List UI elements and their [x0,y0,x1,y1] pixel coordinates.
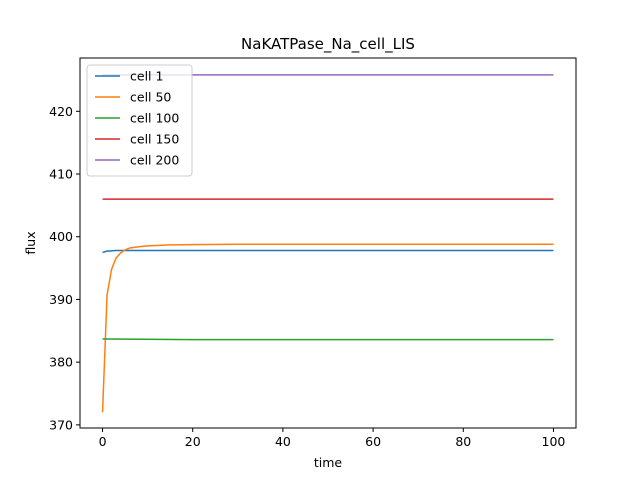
y-tick-label: 380 [49,355,73,370]
y-tick-label: 370 [49,417,73,432]
series-line-2 [101,243,554,413]
series-line-1 [102,249,554,254]
legend-label: cell 100 [130,111,179,126]
x-tick-label: 60 [365,434,381,449]
chart-title: NaKATPase_Na_cell_LIS [241,35,415,54]
legend-label: cell 200 [130,153,179,168]
x-tick-label: 100 [542,434,566,449]
x-tick-label: 80 [455,434,471,449]
x-tick-label: 40 [275,434,291,449]
x-axis-label: time [314,455,343,470]
y-axis-ticks: 370 380 390 400 410 420 [49,104,80,432]
legend-box [86,64,193,177]
x-axis-ticks: 0 20 40 60 80 100 [99,428,566,449]
legend-label: cell 1 [130,69,163,84]
legend-label: cell 150 [130,132,179,147]
x-tick-label: 0 [99,434,107,449]
y-tick-label: 410 [49,167,73,182]
y-tick-label: 400 [49,229,73,244]
legend: cell 1 cell 50 cell 100 cell 150 cell 200 [86,64,193,177]
plot-frame [79,57,577,429]
y-tick-label: 420 [49,104,73,119]
series-line-3 [102,338,554,341]
legend-label: cell 50 [130,90,171,105]
y-tick-label: 390 [49,292,73,307]
x-tick-label: 20 [185,434,201,449]
y-axis-label: flux [23,231,38,254]
